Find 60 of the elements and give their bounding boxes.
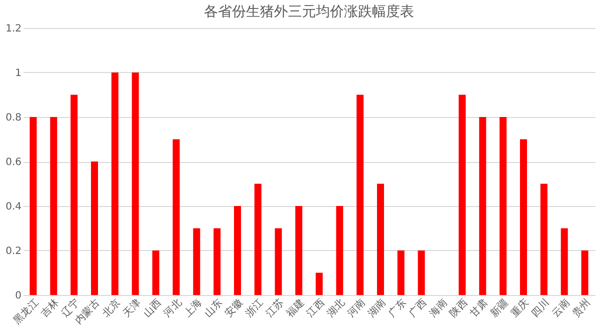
bar: [172, 139, 180, 295]
x-tick-label: 江西: [304, 296, 327, 320]
bar: [274, 228, 282, 295]
bar: [91, 162, 98, 295]
bar: [70, 94, 78, 295]
x-tick-label: 四川: [529, 296, 552, 320]
y-tick-label: 1.2: [6, 24, 22, 34]
x-tick-label: 甘肃: [468, 296, 490, 320]
x-tick-label: 河南: [345, 296, 368, 320]
bar: [500, 117, 507, 295]
bar: [560, 228, 568, 295]
y-tick-label: 0: [15, 290, 22, 302]
x-tick-label: 重庆: [508, 296, 532, 320]
x-tick-label: 北京: [100, 296, 123, 320]
bar: [418, 250, 425, 295]
x-tick-label: 云南: [550, 296, 572, 320]
bar: [581, 250, 588, 295]
bar: [336, 206, 344, 295]
bar: [152, 250, 160, 295]
x-tick-label: 河北: [161, 296, 184, 320]
x-tick-label: 福建: [284, 296, 307, 320]
bar: [520, 139, 527, 295]
x-tick-label: 陕西: [447, 296, 470, 320]
bar: [397, 250, 404, 295]
y-tick-label: 0.8: [6, 112, 22, 124]
x-tick-label: 上海: [182, 296, 204, 320]
bar: [356, 94, 364, 295]
x-tick-label: 浙江: [243, 296, 266, 320]
x-tick-label: 广东: [386, 296, 409, 320]
bar: [30, 117, 37, 295]
y-tick-label: 1: [15, 68, 22, 79]
bar: [254, 184, 262, 295]
y-tick-label: 0.6: [6, 157, 22, 168]
bar: [458, 94, 466, 295]
x-tick-label: 新疆: [488, 296, 511, 320]
chart-title: 各省份生猪外三元均价涨跌幅度表: [204, 4, 414, 20]
y-tick-label: 0.4: [6, 202, 22, 212]
x-tick-label: 海南: [426, 296, 450, 320]
bar: [214, 228, 221, 295]
bar: [132, 72, 139, 295]
x-tick-label: 贵州: [570, 296, 593, 320]
x-tick-label: 吉林: [38, 296, 62, 320]
bar: [295, 206, 302, 295]
bar: [316, 272, 323, 295]
bar: [193, 228, 200, 295]
bar: [540, 184, 548, 295]
bar: [111, 72, 118, 295]
x-tick-label: 江苏: [264, 296, 286, 320]
x-tick-label: 广西: [406, 296, 430, 320]
x-tick-label: 湖北: [324, 296, 348, 320]
x-tick-label: 安徽: [222, 296, 246, 320]
x-tick-label: 天津: [120, 296, 144, 320]
y-tick-label: 0.2: [6, 246, 22, 257]
bar: [479, 117, 486, 295]
x-tick-label: 湖南: [366, 296, 388, 320]
x-tick-label: 山西: [140, 296, 164, 320]
bar: [234, 206, 241, 295]
bar: [377, 184, 384, 295]
bar: [50, 117, 58, 295]
x-tick-label: 山东: [202, 296, 225, 320]
